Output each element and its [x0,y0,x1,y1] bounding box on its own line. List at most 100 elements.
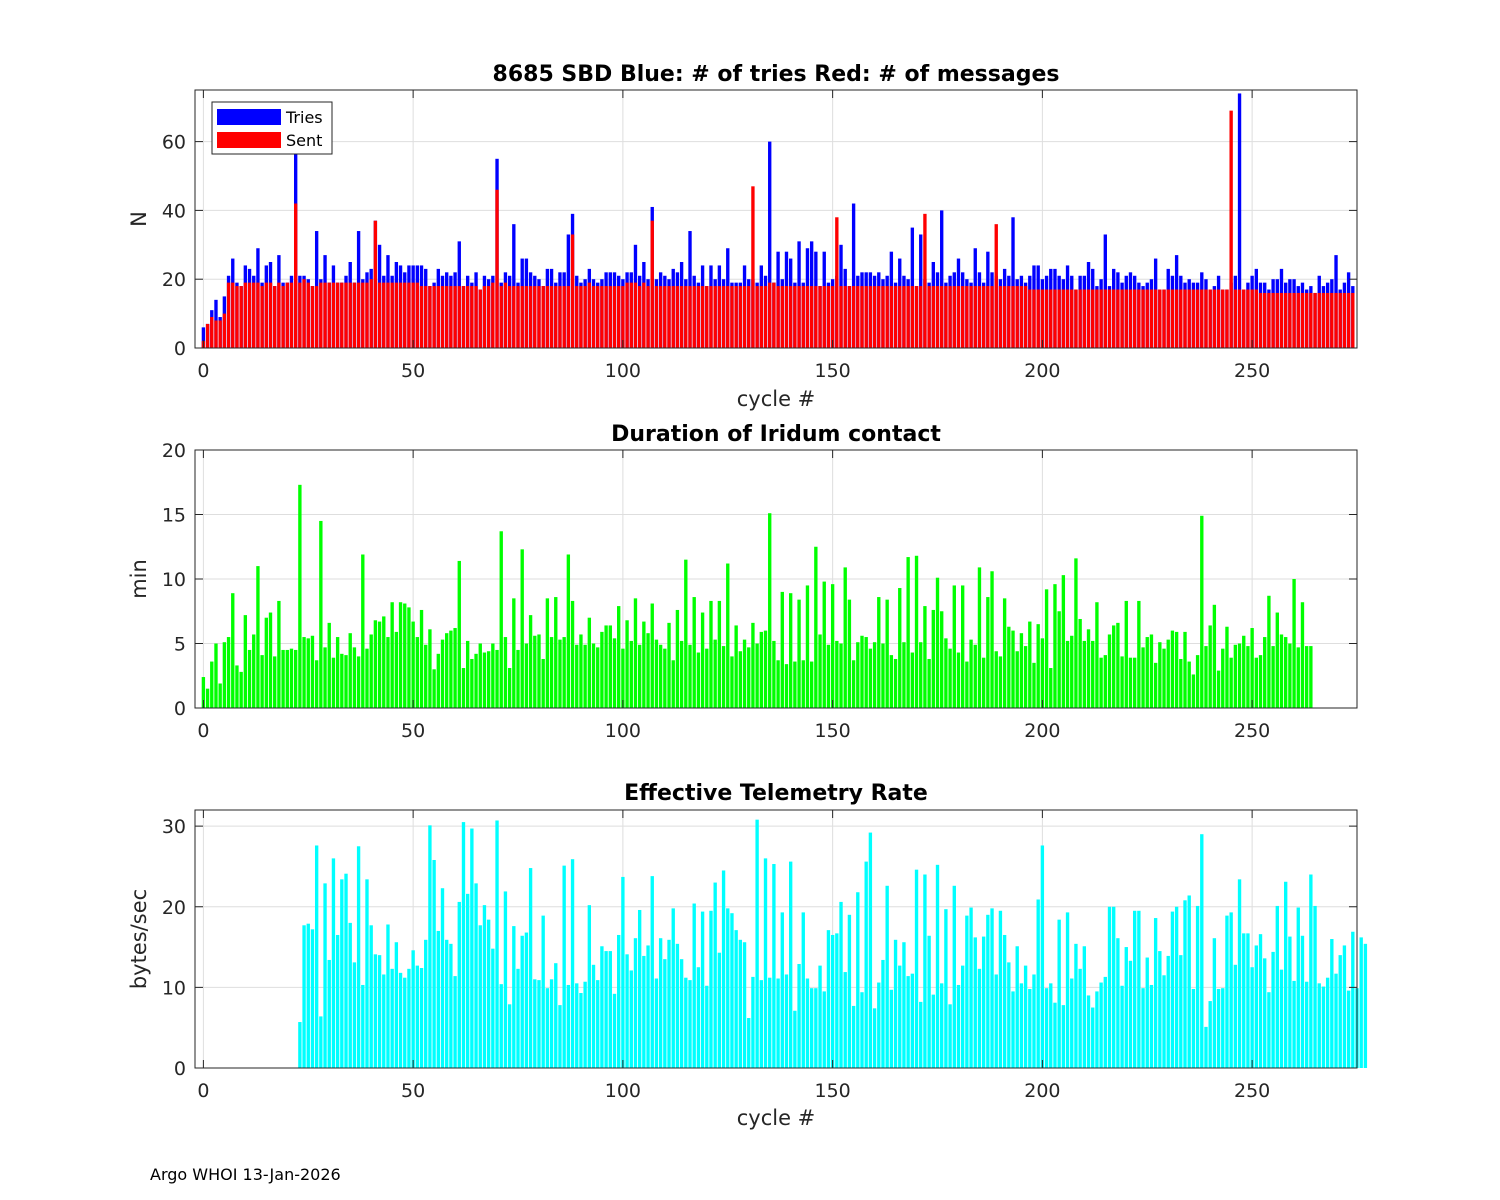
bar-rate [990,908,994,1068]
bar-rate [1074,943,1078,1068]
bar-sent [562,286,566,348]
bar-sent [289,282,294,348]
bar-sent [747,286,751,348]
bar-sent [835,217,839,348]
bar-rate [1296,907,1300,1068]
panel2-ylabel: min [127,559,151,599]
bar-sent [1023,286,1028,348]
bar-rate [1200,834,1204,1068]
bar-duration [1191,674,1196,708]
bar-rate [1246,933,1250,1068]
bar-sent [386,282,390,348]
bar-sent [566,286,571,348]
bar-duration [465,640,470,708]
bar-sent [633,282,638,348]
bar-rate [1179,955,1183,1069]
bar-duration [356,656,361,708]
bar-tries [851,203,856,348]
bar-rate [428,825,432,1068]
bar-duration [688,644,692,708]
bar-duration [260,655,264,708]
bar-duration [386,637,390,708]
bar-duration [877,597,881,708]
bar-sent [1187,289,1191,348]
bar-duration [1246,646,1250,708]
bar-duration [440,639,445,708]
bar-sent [919,286,923,348]
bar-sent [986,286,990,348]
xtick-label: 150 [814,1080,850,1102]
bar-duration [314,660,319,708]
bar-rate [1284,881,1288,1068]
bar-rate [1057,919,1061,1068]
bar-sent [1309,292,1313,348]
bar-rate [1254,945,1258,1068]
bar-rate [1044,988,1049,1068]
bar-duration [885,599,889,708]
bar-duration [1225,626,1229,708]
bar-sent [663,286,667,348]
bar-rate [931,994,935,1068]
bar-duration [1187,661,1191,708]
bar-sent [856,286,860,348]
bar-duration [1019,633,1024,708]
panel1-legend: Tries Sent [211,101,333,155]
bar-duration [839,643,843,708]
bar-duration [537,634,541,708]
bar-duration [1082,640,1087,708]
bar-sent [667,286,671,348]
bar-sent [684,286,688,348]
bar-rate [948,1004,952,1068]
bar-sent [570,234,575,348]
bar-rate [512,926,516,1068]
bar-sent [1170,289,1175,348]
bar-rate [1174,906,1179,1068]
bar-rate [1216,988,1221,1068]
legend-label-tries: Tries [285,108,323,127]
ytick-label: 40 [162,200,186,222]
bar-duration [713,639,717,708]
bar-duration [864,637,868,708]
bar-rate [533,979,537,1068]
legend-swatch-tries [217,109,281,125]
bar-sent [1229,110,1233,348]
bar-sent [1321,292,1326,348]
bar-sent [952,286,956,348]
bar-sent [940,286,944,348]
bar-rate [491,948,495,1068]
bar-sent [407,282,411,348]
bar-duration [239,671,243,708]
bar-tries [768,141,772,348]
bar-tries [1237,93,1242,348]
bar-rate [1036,899,1040,1068]
bar-duration [436,653,440,708]
bar-rate [763,858,768,1069]
bar-rate [772,864,776,1068]
bar-sent [247,282,252,348]
bar-sent [1040,289,1045,348]
bar-sent [545,286,550,348]
bar-rate [1007,962,1011,1068]
bar-rate [327,959,331,1068]
bar-sent [893,286,898,348]
bar-sent [885,286,889,348]
bar-rate [944,909,948,1068]
bar-rate [1313,905,1317,1068]
bar-duration [1233,644,1238,708]
bar-sent [843,286,847,348]
bar-rate [793,1010,797,1068]
bar-rate [675,943,680,1068]
panel2-title: Duration of Iridum contact [611,422,941,447]
bar-duration [273,656,277,708]
bar-rate [910,973,915,1068]
bar-sent [1296,292,1300,348]
bar-sent [306,282,310,348]
bar-duration [600,631,604,708]
bar-duration [1132,657,1137,708]
bar-duration [520,549,524,708]
bar-duration [734,625,738,708]
bar-duration [935,577,940,708]
bar-rate [587,905,592,1068]
bar-sent [1304,292,1309,348]
bar-duration [633,598,638,708]
